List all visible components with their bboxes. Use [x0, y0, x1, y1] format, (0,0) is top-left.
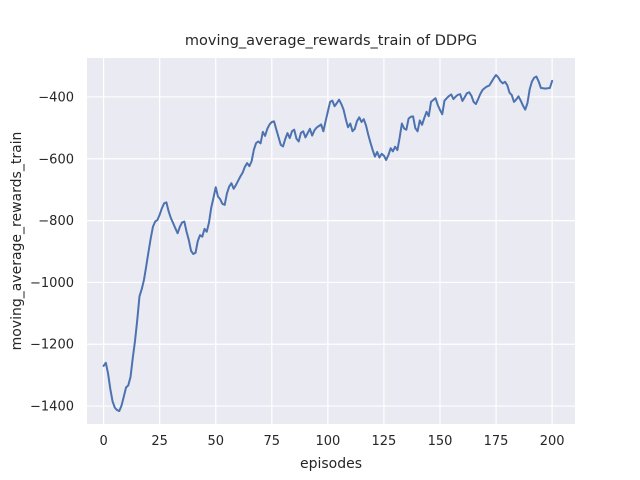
chart-title: moving_average_rewards_train of DDPG — [185, 33, 477, 49]
y-tick-label: −1400 — [30, 400, 74, 415]
plot-area — [87, 58, 575, 424]
x-tick-label: 0 — [99, 434, 107, 449]
y-tick-label: −800 — [38, 214, 74, 229]
x-tick-label: 125 — [372, 434, 397, 449]
series-line-ddpg — [102, 74, 554, 413]
x-axis-label: episodes — [300, 456, 362, 472]
y-tick-label: −600 — [38, 152, 74, 167]
x-tick-labels: 0 25 50 75 100 125 150 175 200 — [99, 434, 564, 449]
x-tick-label: 175 — [484, 434, 509, 449]
gridlines — [87, 58, 575, 424]
y-tick-label: −400 — [38, 90, 74, 105]
y-tick-labels: −400 −600 −800 −1000 −1200 −1400 — [30, 90, 74, 414]
x-tick-label: 25 — [151, 434, 168, 449]
x-tick-label: 200 — [540, 434, 565, 449]
y-tick-label: −1200 — [30, 338, 74, 353]
x-tick-label: 75 — [264, 434, 281, 449]
x-tick-label: 150 — [428, 434, 453, 449]
y-tick-label: −1000 — [30, 276, 74, 291]
x-tick-label: 50 — [207, 434, 224, 449]
y-axis-label: moving_average_rewards_train — [9, 132, 25, 351]
x-tick-label: 100 — [315, 434, 340, 449]
